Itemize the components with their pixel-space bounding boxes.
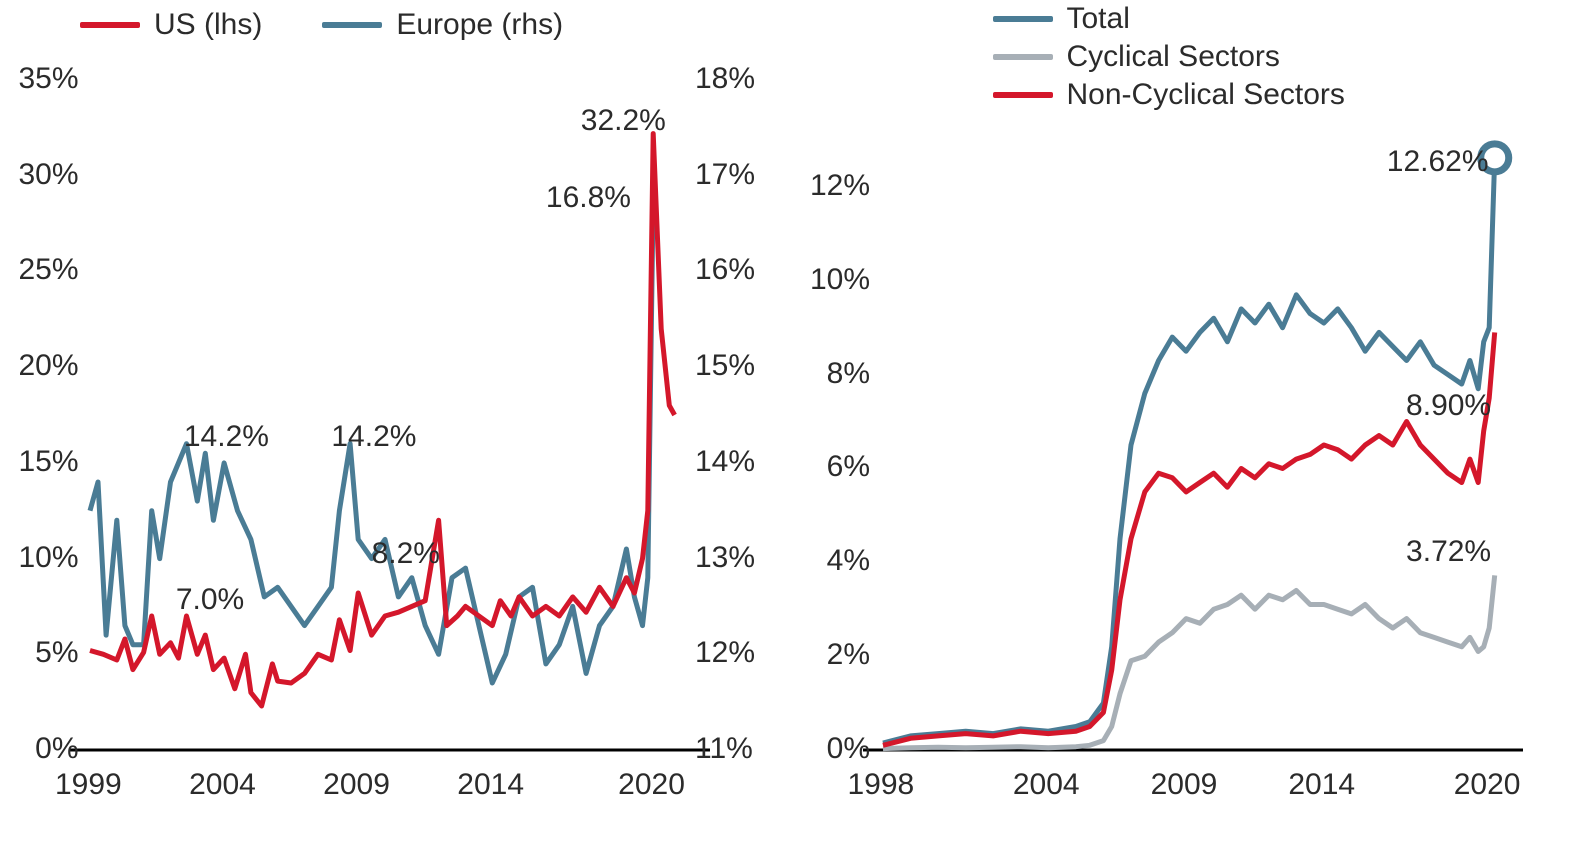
y-tick: 0%: [827, 732, 870, 766]
y-left-tick: 25%: [18, 253, 78, 287]
annotation: 12.62%: [1387, 145, 1489, 179]
x-tick: 1999: [55, 768, 122, 802]
series-noncyclical: [883, 332, 1495, 745]
y-right-tick: 11%: [695, 732, 753, 766]
y-left-tick: 30%: [18, 158, 78, 192]
y-left-tick: 35%: [18, 62, 78, 96]
annotation: 3.72%: [1406, 535, 1491, 569]
y-tick: 8%: [827, 357, 870, 391]
annotation: 8.2%: [372, 537, 440, 571]
x-tick: 2020: [1454, 768, 1521, 802]
y-tick: 12%: [810, 169, 870, 203]
x-tick: 2014: [457, 768, 524, 802]
annotation: 16.8%: [546, 181, 631, 215]
y-right-tick: 14%: [695, 445, 755, 479]
panels: US (lhs)Europe (rhs) 0%5%10%15%20%25%30%…: [0, 0, 1585, 863]
y-tick: 2%: [827, 638, 870, 672]
y-left-tick: 20%: [18, 349, 78, 383]
y-left-tick: 10%: [18, 541, 78, 575]
y-tick: 6%: [827, 450, 870, 484]
left-chart-panel: US (lhs)Europe (rhs) 0%5%10%15%20%25%30%…: [0, 0, 793, 863]
y-left-tick: 5%: [35, 636, 78, 670]
y-right-tick: 18%: [695, 62, 755, 96]
series-cyclical: [883, 575, 1495, 748]
right-chart-svg: [793, 0, 1585, 863]
y-right-tick: 13%: [695, 541, 755, 575]
annotation: 8.90%: [1406, 389, 1491, 423]
series-total: [883, 158, 1495, 743]
y-right-tick: 15%: [695, 349, 755, 383]
y-right-tick: 12%: [695, 636, 755, 670]
y-tick: 10%: [810, 263, 870, 297]
annotation: 14.2%: [184, 420, 269, 454]
y-tick: 4%: [827, 544, 870, 578]
x-tick: 2004: [1013, 768, 1080, 802]
x-tick: 2009: [323, 768, 390, 802]
x-tick: 2014: [1288, 768, 1355, 802]
annotation: 7.0%: [176, 583, 244, 617]
y-left-tick: 15%: [18, 445, 78, 479]
y-left-tick: 0%: [35, 732, 78, 766]
right-chart-panel: TotalCyclical SectorsNon-Cyclical Sector…: [793, 0, 1585, 863]
x-tick: 2020: [618, 768, 685, 802]
annotation: 14.2%: [331, 420, 416, 454]
x-tick: 2004: [189, 768, 256, 802]
x-tick: 1998: [848, 768, 915, 802]
y-right-tick: 16%: [695, 253, 755, 287]
annotation: 32.2%: [581, 104, 666, 138]
x-tick: 2009: [1151, 768, 1218, 802]
y-right-tick: 17%: [695, 158, 755, 192]
